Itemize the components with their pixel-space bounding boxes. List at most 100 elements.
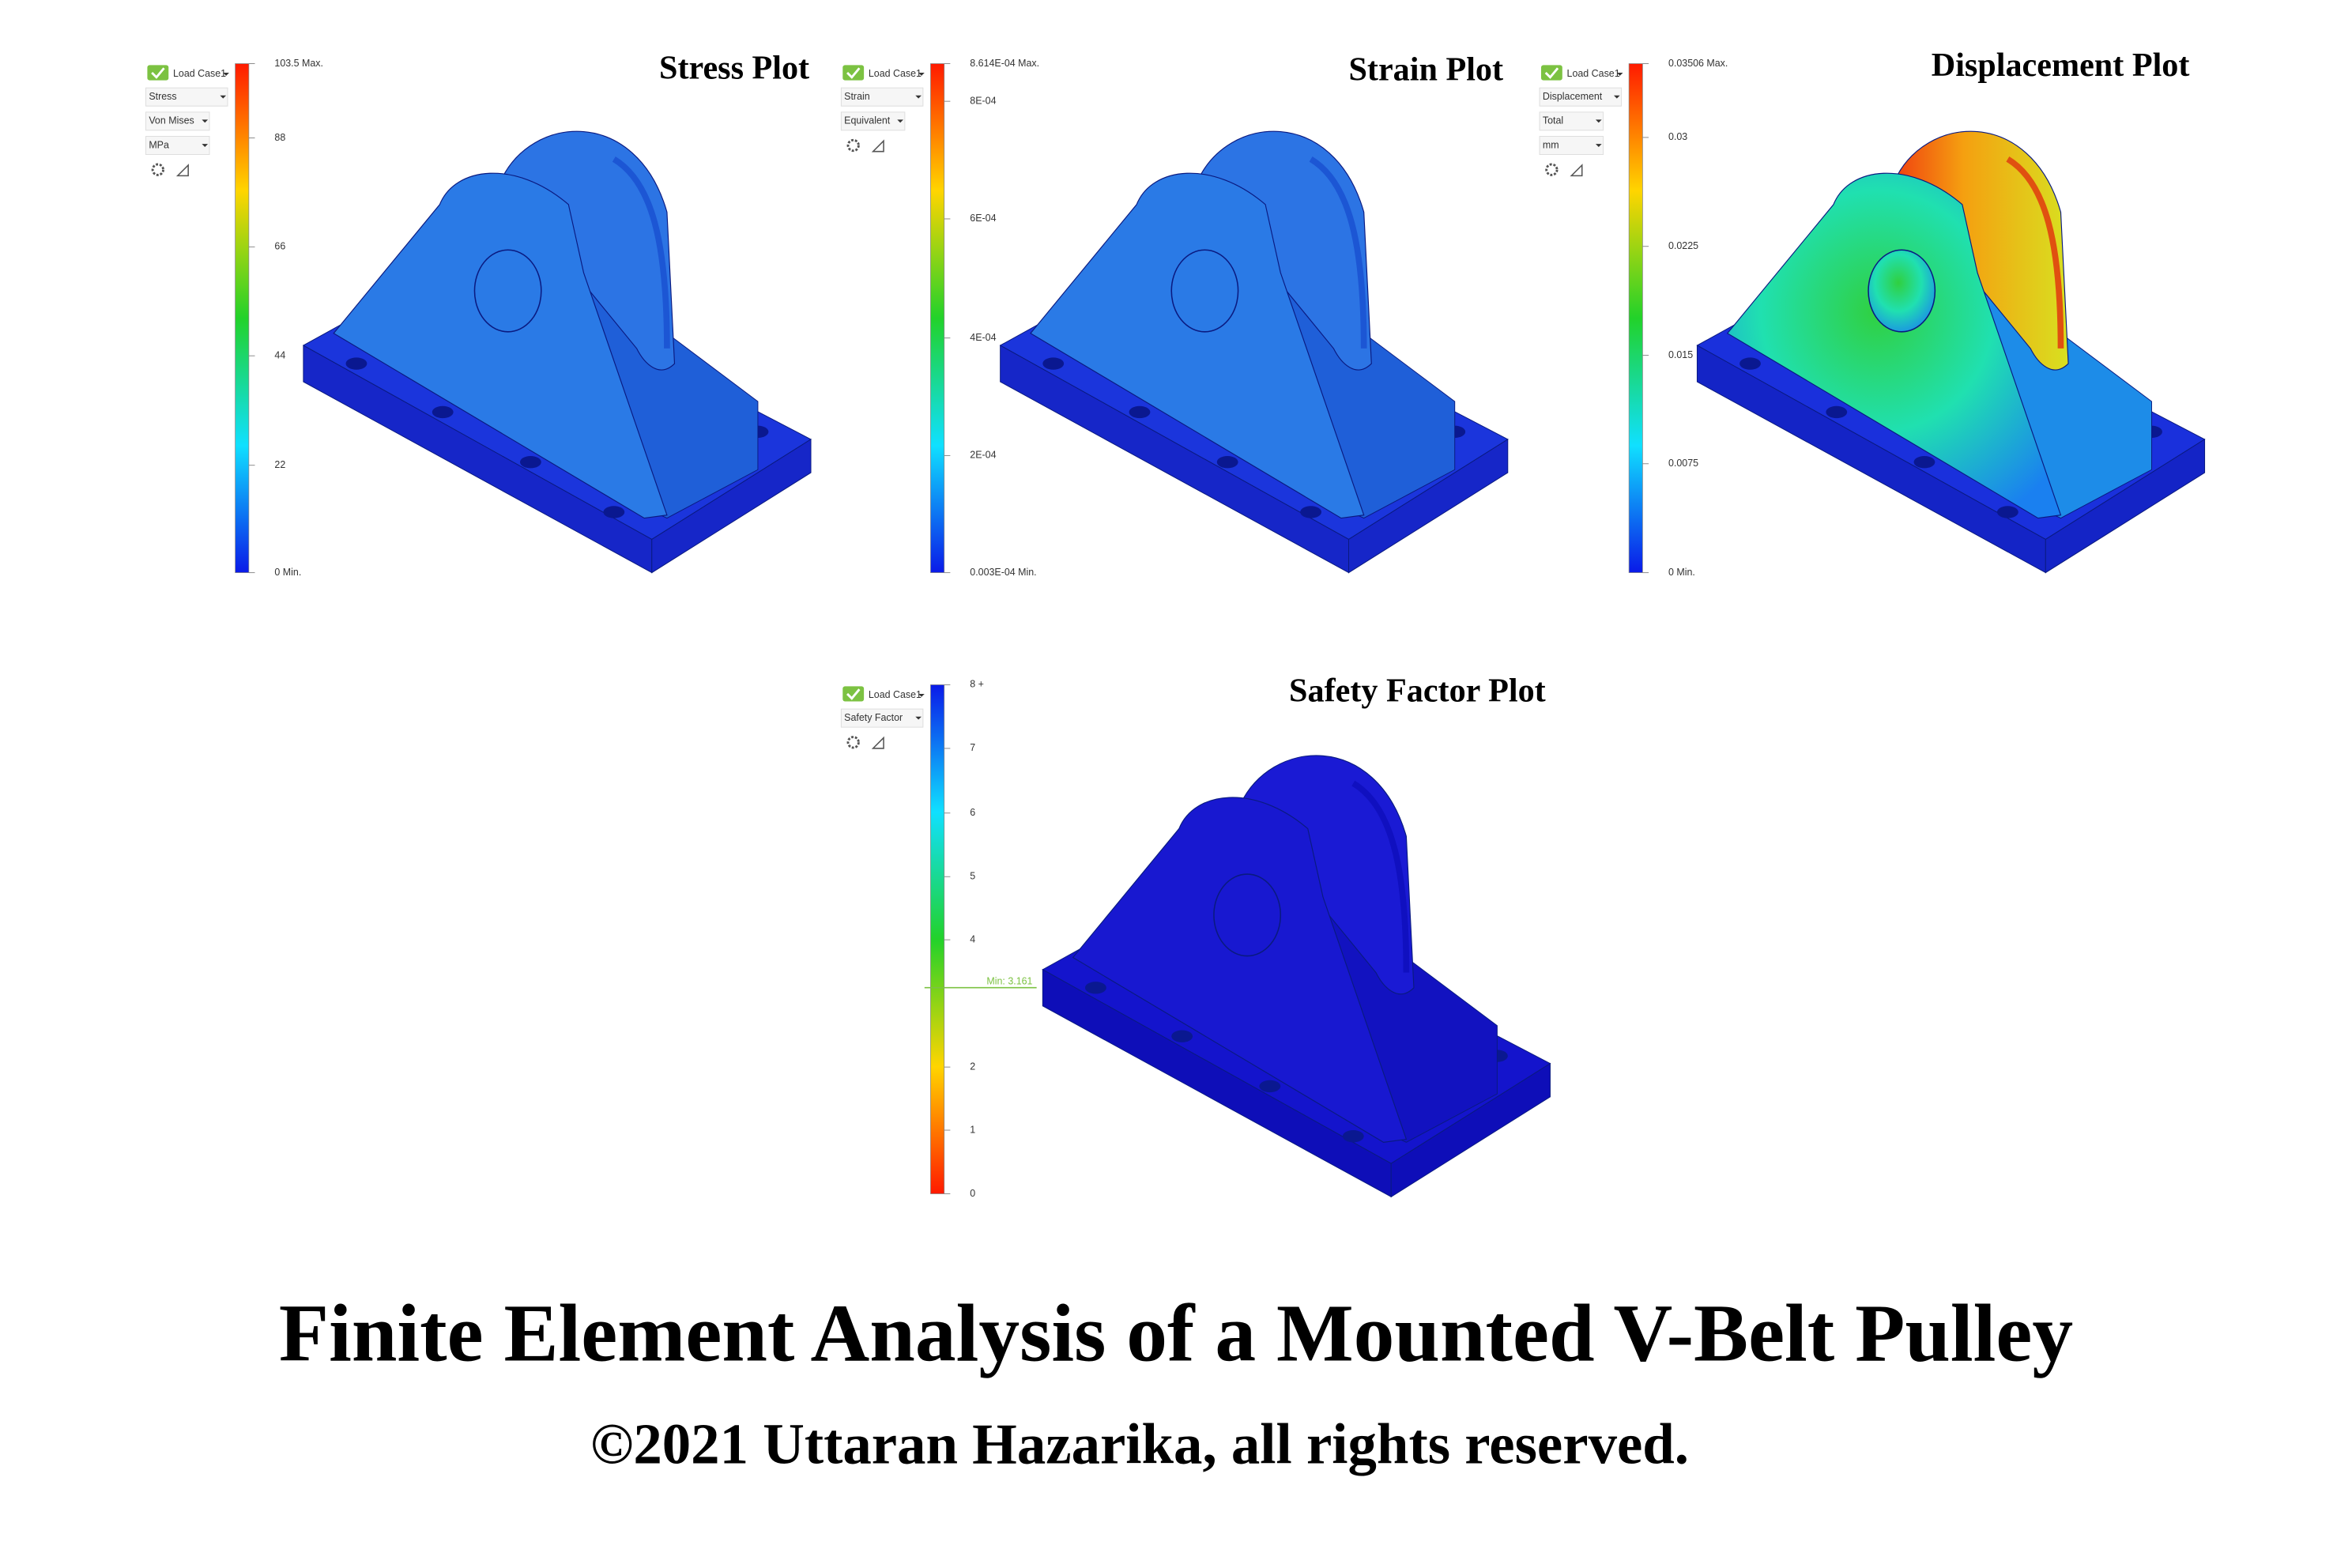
bolt-hole xyxy=(1129,405,1151,419)
check-mark xyxy=(846,67,861,79)
legend-label: 0.03506 Max. xyxy=(1668,58,1728,69)
legend-label: 0.0225 xyxy=(1668,240,1698,251)
legend-label: 103.5 Max. xyxy=(274,58,323,69)
plot-panel: Stress Plot Load Case1 Stress Von Mises MPa 1… xyxy=(145,50,812,578)
bolt-hole xyxy=(1913,455,1936,469)
legend-label: 8 + xyxy=(970,679,984,690)
probe-icon[interactable] xyxy=(1570,164,1583,177)
pulley-model xyxy=(1042,755,1551,1198)
base-right xyxy=(1348,439,1509,574)
legend-label: 88 xyxy=(274,132,285,143)
hub xyxy=(1868,249,1936,333)
support xyxy=(333,172,668,519)
base-right xyxy=(651,439,812,574)
main-title: Finite Element Analysis of a Mounted V-B… xyxy=(279,1288,2073,1378)
dropdown[interactable] xyxy=(840,87,924,107)
dropdown-label: MPa xyxy=(149,139,169,150)
dropdown[interactable] xyxy=(145,136,210,156)
dropdown-arrow xyxy=(897,119,903,123)
plot-title: Stress Plot xyxy=(659,50,809,87)
dropdown[interactable] xyxy=(1539,136,1604,156)
load-case-check xyxy=(147,65,169,81)
legend-label: 2E-04 xyxy=(970,450,996,461)
legend-bar xyxy=(930,63,945,573)
legend-label: 0 Min. xyxy=(274,567,301,578)
bolt-hole xyxy=(1259,1080,1281,1093)
dropdown-arrow xyxy=(202,144,209,147)
load-case[interactable]: Load Case1 xyxy=(869,68,922,79)
check-mark xyxy=(151,67,165,79)
min-marker: Min: 3.161 xyxy=(986,975,1032,986)
dropdown-label: mm xyxy=(1543,139,1559,150)
dropdown-label: Strain xyxy=(844,91,870,102)
pulley-model xyxy=(1696,130,2206,574)
dropdown-arrow xyxy=(915,716,922,720)
settings-icon[interactable] xyxy=(1545,163,1559,176)
support xyxy=(1030,172,1365,519)
probe-icon[interactable] xyxy=(175,164,189,177)
legend-label: 0.0075 xyxy=(1668,458,1698,469)
dropdown-label: Safety Factor xyxy=(844,712,903,723)
legend-label: 6E-04 xyxy=(970,213,996,224)
bolt-hole xyxy=(519,455,541,469)
load-case-check xyxy=(842,65,865,81)
hub xyxy=(1213,873,1282,957)
settings-icon[interactable] xyxy=(151,163,164,176)
support xyxy=(1726,172,2062,519)
legend-label: 8E-04 xyxy=(970,95,996,106)
dropdown[interactable] xyxy=(145,111,210,131)
legend-label: 44 xyxy=(274,349,285,360)
probe-icon[interactable] xyxy=(871,736,884,749)
bolt-hole xyxy=(1342,1130,1364,1143)
legend-label: 66 xyxy=(274,241,285,252)
base-right xyxy=(1390,1062,1551,1198)
load-case-check xyxy=(842,686,865,702)
dropdown[interactable] xyxy=(145,87,228,107)
plot-title: Strain Plot xyxy=(1348,51,1503,89)
hub xyxy=(1170,249,1239,333)
legend-label: 0.015 xyxy=(1668,349,1693,360)
legend-label: 0.03 xyxy=(1668,131,1687,142)
dropdown[interactable] xyxy=(840,111,906,131)
hub xyxy=(473,249,542,333)
plot-panel: Safety Factor Plot Load Case1 Safety Facto… xyxy=(840,673,1551,1199)
legend-label: 0 xyxy=(970,1188,975,1199)
settings-icon[interactable] xyxy=(846,736,860,749)
pulley-model xyxy=(302,130,812,574)
settings-icon[interactable] xyxy=(846,138,860,153)
load-case[interactable]: Load Case1 xyxy=(1567,68,1620,79)
bolt-hole xyxy=(345,357,368,370)
bolt-hole xyxy=(1171,1030,1193,1042)
legend-label: 22 xyxy=(274,459,285,470)
dropdown[interactable] xyxy=(1539,87,1623,107)
check-mark xyxy=(1544,67,1559,79)
dropdown-label: Total xyxy=(1543,115,1563,126)
legend-label: 4E-04 xyxy=(970,332,996,343)
probe-icon[interactable] xyxy=(871,139,884,153)
bolt-hole xyxy=(1084,982,1106,994)
dropdown[interactable] xyxy=(840,708,924,728)
dropdown-arrow xyxy=(918,73,925,76)
dropdown-label: Displacement xyxy=(1543,91,1603,102)
bolt-hole xyxy=(1826,405,1848,419)
bolt-hole xyxy=(1042,357,1065,370)
copyright: ©2021 Uttaran Hazarika, all rights reser… xyxy=(590,1412,1689,1476)
legend-label: 1 xyxy=(970,1124,975,1135)
plot-panel: Displacement Plot Load Case1 Displacement T… xyxy=(1539,47,2206,578)
dropdown[interactable] xyxy=(1539,111,1604,131)
dropdown-label: Stress xyxy=(149,91,176,102)
legend-label: 6 xyxy=(970,807,975,818)
dropdown-label: Von Mises xyxy=(149,115,194,126)
dropdown-arrow xyxy=(1595,119,1602,123)
dropdown-arrow xyxy=(1613,95,1620,99)
legend-label: 2 xyxy=(970,1061,975,1072)
dropdown-arrow xyxy=(915,95,922,99)
support xyxy=(1072,797,1408,1143)
plot-title: Displacement Plot xyxy=(1932,47,2190,84)
load-case[interactable]: Load Case1 xyxy=(869,689,922,700)
legend-bar xyxy=(930,684,945,1194)
legend-label: 0.003E-04 Min. xyxy=(970,567,1036,578)
load-case[interactable]: Load Case1 xyxy=(173,68,226,79)
